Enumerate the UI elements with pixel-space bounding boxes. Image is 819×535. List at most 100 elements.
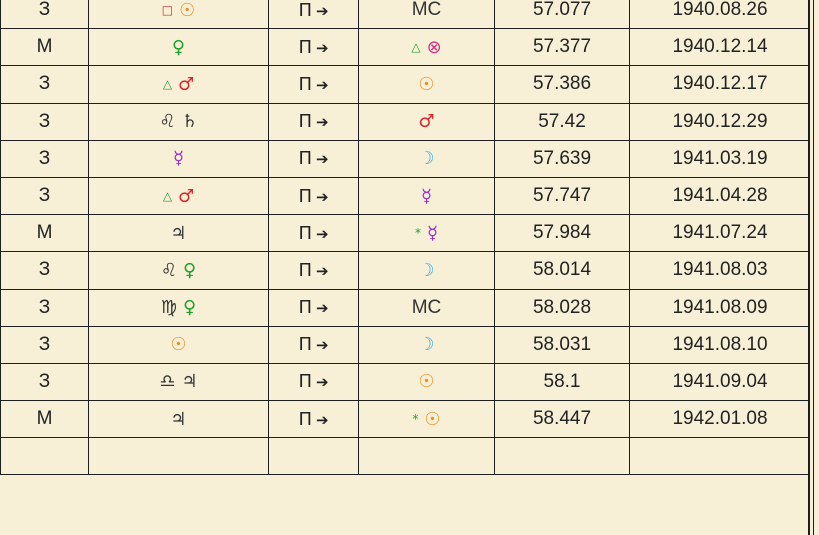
direction-label: П — [298, 222, 312, 244]
table-row[interactable]: М ♃ П ➔ * ☿ 57.984 1941.07.24 — [0, 214, 811, 253]
table-row[interactable]: З ♌ ♄ П ➔ ♂ 57.42 1940.12.29 — [0, 102, 811, 141]
moon-symbol: ☽ — [418, 259, 435, 281]
table-row[interactable]: З ☿ П ➔ ☽ 57.639 1941.03.19 — [0, 139, 811, 178]
directions-table: З □ ☉ П ➔ MC 57.077 1940.08.26 М ♀ П ➔ △ ⊗ 57.377 1940.… — [0, 0, 811, 476]
date-cell — [629, 437, 811, 476]
arrow-right-icon: ➔ — [315, 1, 329, 20]
age-cell: 57.42 — [494, 102, 630, 141]
date-cell: 1941.08.03 — [629, 251, 811, 290]
arrow-right-icon: ➔ — [315, 261, 329, 280]
age-cell: 57.747 — [494, 176, 630, 216]
direction-label: П — [298, 185, 312, 207]
direction-type-cell: З — [0, 102, 89, 141]
significator-cell: MC — [358, 0, 495, 30]
significator-cell: ☽ — [358, 251, 495, 290]
direction-type-cell: З — [0, 176, 89, 216]
table-row[interactable]: З △ ♂ П ➔ ☿ 57.747 1941.04.28 — [0, 176, 811, 216]
direction-cell: П ➔ — [268, 0, 359, 30]
saturn-symbol: ♄ — [181, 111, 198, 133]
table-row[interactable]: М ♀ П ➔ △ ⊗ 57.377 1940.12.14 — [0, 28, 811, 67]
table-row[interactable]: З ♌ ♀ П ➔ ☽ 58.014 1941.08.03 — [0, 251, 811, 290]
sun-symbol: ☉ — [170, 334, 187, 356]
scrollbar-edge — [813, 0, 814, 535]
arrow-right-icon: ➔ — [315, 187, 329, 206]
significator-cell: ♂ — [358, 102, 495, 141]
trine-aspect-symbol: △ — [162, 76, 173, 91]
direction-label: П — [298, 36, 312, 58]
direction-label: П — [298, 148, 312, 170]
promissor-cell: ♍ ♀ — [88, 288, 269, 327]
significator-cell: * ☿ — [358, 214, 495, 253]
direction-type-cell: М — [0, 28, 89, 67]
direction-cell: П ➔ — [268, 139, 359, 178]
table-row[interactable]: З △ ♂ П ➔ ☉ 57.386 1940.12.17 — [0, 65, 811, 104]
sun-symbol: ☉ — [418, 371, 435, 393]
direction-type-cell: З — [0, 65, 89, 104]
moon-symbol: ☽ — [418, 148, 435, 170]
promissor-cell: ♎ ♃ — [88, 362, 269, 402]
table-row[interactable] — [0, 437, 811, 476]
arrow-right-icon: ➔ — [315, 410, 329, 429]
venus-symbol: ♀ — [182, 259, 197, 281]
direction-type-cell: З — [0, 139, 89, 178]
significator-cell: ☉ — [358, 65, 495, 104]
direction-type-cell: З — [0, 0, 89, 30]
significator-cell: * ☉ — [358, 400, 495, 439]
age-cell: 58.014 — [494, 251, 630, 290]
date-cell: 1941.09.04 — [629, 362, 811, 402]
age-cell: 58.028 — [494, 288, 630, 327]
direction-type-cell: З — [0, 325, 89, 364]
table-body: З □ ☉ П ➔ MC 57.077 1940.08.26 М ♀ П ➔ △ ⊗ 57.377 1940.… — [0, 0, 811, 476]
age-cell — [494, 437, 630, 476]
direction-cell: П ➔ — [268, 400, 359, 439]
direction-cell: П ➔ — [268, 176, 359, 216]
direction-cell: П ➔ — [268, 28, 359, 67]
age-cell: 57.386 — [494, 65, 630, 104]
table-row[interactable]: З □ ☉ П ➔ MC 57.077 1940.08.26 — [0, 0, 811, 30]
direction-cell: П ➔ — [268, 288, 359, 327]
jupiter-symbol: ♃ — [181, 371, 198, 393]
significator-cell: MC — [358, 288, 495, 327]
trine-aspect-symbol: △ — [162, 188, 173, 203]
significator-cell: ☿ — [358, 176, 495, 216]
mercury-symbol: ☿ — [426, 222, 439, 244]
age-cell: 57.984 — [494, 214, 630, 253]
significator-cell — [358, 437, 495, 476]
direction-label: П — [298, 334, 312, 356]
promissor-cell: ☉ — [88, 325, 269, 364]
arrow-right-icon: ➔ — [315, 224, 329, 243]
table-row[interactable]: З ♍ ♀ П ➔ MC 58.028 1941.08.09 — [0, 288, 811, 327]
table-row[interactable]: З ☉ П ➔ ☽ 58.031 1941.08.10 — [0, 325, 811, 364]
moon-symbol: ☽ — [418, 334, 435, 356]
age-cell: 58.031 — [494, 325, 630, 364]
age-cell: 57.377 — [494, 28, 630, 67]
scrollbar-track[interactable] — [808, 0, 819, 535]
direction-label: П — [298, 259, 312, 281]
direction-label: П — [298, 297, 312, 319]
arrow-right-icon: ➔ — [315, 336, 329, 355]
table-row[interactable]: З ♎ ♃ П ➔ ☉ 58.1 1941.09.04 — [0, 362, 811, 402]
promissor-cell: ♌ ♄ — [88, 102, 269, 141]
venus-symbol: ♀ — [182, 297, 197, 319]
promissor-cell: ☿ — [88, 139, 269, 178]
jupiter-symbol: ♃ — [170, 222, 187, 244]
mercury-symbol: ☿ — [420, 185, 433, 207]
mars-symbol: ♂ — [178, 185, 195, 207]
table-row[interactable]: М ♃ П ➔ * ☉ 58.447 1942.01.08 — [0, 400, 811, 439]
direction-cell: П ➔ — [268, 102, 359, 141]
promissor-cell: ♃ — [88, 400, 269, 439]
direction-type-cell: М — [0, 400, 89, 439]
arrow-right-icon: ➔ — [315, 373, 329, 392]
direction-cell: П ➔ — [268, 214, 359, 253]
date-cell: 1940.12.14 — [629, 28, 811, 67]
part-of-fortune-symbol: ⊗ — [426, 36, 442, 58]
trine-aspect-symbol: △ — [411, 39, 421, 54]
sun-symbol: ☉ — [424, 408, 441, 430]
date-cell: 1940.12.29 — [629, 102, 811, 141]
direction-label: П — [298, 73, 312, 95]
square-aspect-symbol: □ — [161, 2, 174, 17]
date-cell: 1941.04.28 — [629, 176, 811, 216]
direction-label: П — [298, 371, 312, 393]
sun-symbol: ☉ — [418, 73, 435, 95]
